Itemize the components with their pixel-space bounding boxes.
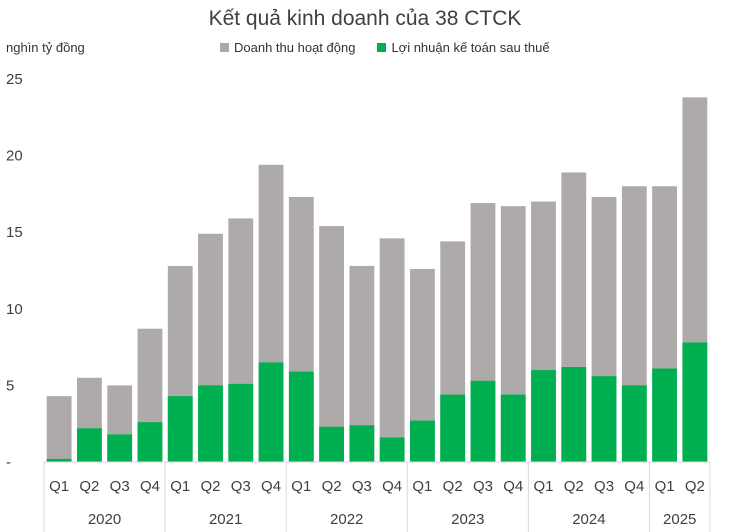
x-tick-label: Q4 bbox=[382, 478, 402, 495]
bar-profit bbox=[531, 370, 556, 462]
x-tick-label: Q4 bbox=[624, 478, 644, 495]
x-group-label: 2022 bbox=[330, 511, 363, 528]
bar-profit bbox=[258, 362, 284, 462]
x-tick-label: Q2 bbox=[685, 478, 705, 495]
bar-profit bbox=[319, 426, 345, 462]
chart-title: Kết quả kinh doanh của 38 CTCK bbox=[208, 7, 522, 30]
y-tick-label: - bbox=[6, 454, 11, 471]
bar-profit bbox=[76, 428, 102, 462]
x-group-label: 2025 bbox=[663, 511, 696, 528]
bar-profit bbox=[137, 422, 163, 462]
x-group-label: 2021 bbox=[209, 511, 242, 528]
bar-profit bbox=[470, 380, 496, 462]
y-tick-label: 25 bbox=[6, 71, 23, 88]
x-tick-label: Q1 bbox=[170, 478, 190, 495]
bar-profit bbox=[561, 367, 587, 462]
x-group-label: 2024 bbox=[572, 511, 605, 528]
bar-profit bbox=[500, 394, 526, 462]
bar-revenue bbox=[319, 226, 345, 462]
legend: Doanh thu hoạt động Lợi nhuận kế toán sa… bbox=[220, 40, 550, 55]
bar-profit bbox=[167, 396, 193, 462]
x-group-label: 2020 bbox=[88, 511, 121, 528]
y-tick-label: 20 bbox=[6, 148, 23, 165]
x-tick-label: Q3 bbox=[473, 478, 493, 495]
y-tick-label: 15 bbox=[6, 224, 23, 241]
x-tick-label: Q2 bbox=[79, 478, 99, 495]
x-tick-label: Q1 bbox=[533, 478, 553, 495]
bar-profit bbox=[440, 394, 466, 462]
x-tick-label: Q2 bbox=[322, 478, 342, 495]
bar-profit bbox=[621, 385, 647, 462]
y-tick-label: 10 bbox=[6, 301, 23, 318]
legend-swatch-revenue bbox=[220, 43, 229, 52]
legend-swatch-profit bbox=[377, 43, 387, 52]
bar-profit bbox=[107, 434, 133, 462]
bar-profit bbox=[228, 383, 254, 462]
bar-profit bbox=[198, 385, 223, 462]
bar-profit bbox=[46, 458, 72, 462]
y-axis-unit-label: nghìn tỷ đồng bbox=[6, 40, 85, 55]
x-tick-label: Q1 bbox=[49, 478, 69, 495]
bar-profit bbox=[379, 437, 405, 462]
bar-profit bbox=[409, 420, 435, 462]
bar-revenue bbox=[46, 396, 72, 462]
x-tick-label: Q4 bbox=[503, 478, 523, 495]
x-tick-label: Q3 bbox=[594, 478, 614, 495]
bar-profit bbox=[652, 368, 678, 462]
x-tick-label: Q4 bbox=[140, 478, 160, 495]
legend-item-revenue: Doanh thu hoạt động bbox=[220, 40, 355, 55]
x-tick-label: Q4 bbox=[261, 478, 281, 495]
legend-label-revenue: Doanh thu hoạt động bbox=[234, 40, 356, 55]
x-tick-label: Q3 bbox=[231, 478, 251, 495]
x-tick-label: Q1 bbox=[412, 478, 432, 495]
x-tick-label: Q2 bbox=[443, 478, 463, 495]
x-group-label: 2023 bbox=[451, 511, 484, 528]
x-tick-label: Q1 bbox=[655, 478, 675, 495]
legend-label-profit: Lợi nhuận kế toán sau thuế bbox=[391, 40, 550, 55]
bar-revenue bbox=[379, 238, 405, 462]
bar-profit bbox=[591, 376, 617, 462]
y-tick-label: 5 bbox=[6, 377, 14, 394]
x-tick-label: Q3 bbox=[110, 478, 130, 495]
x-tick-label: Q2 bbox=[564, 478, 584, 495]
bar-profit bbox=[349, 425, 375, 462]
x-tick-label: Q1 bbox=[291, 478, 311, 495]
x-tick-label: Q3 bbox=[352, 478, 372, 495]
x-tick-label: Q2 bbox=[200, 478, 220, 495]
legend-item-profit: Lợi nhuận kế toán sau thuế bbox=[377, 40, 550, 55]
bar-profit bbox=[682, 342, 708, 462]
bar-profit bbox=[288, 371, 314, 462]
